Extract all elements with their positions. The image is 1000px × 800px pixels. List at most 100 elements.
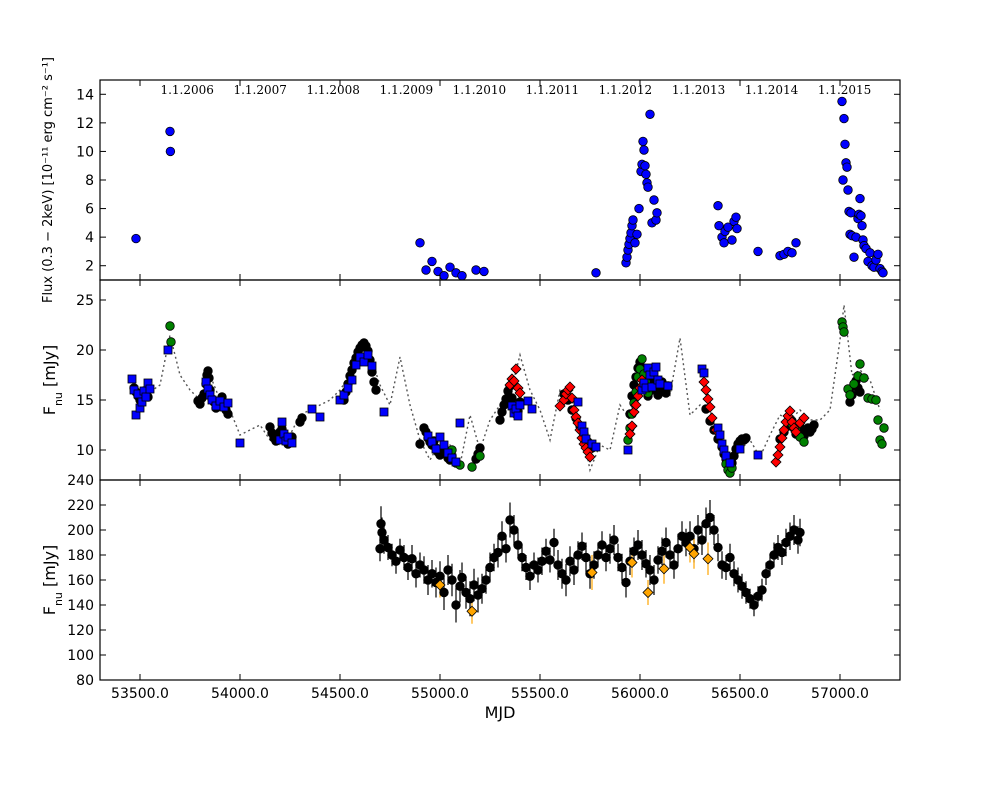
- data-point: [640, 161, 650, 171]
- data-point: [297, 413, 307, 423]
- data-point: [877, 439, 887, 449]
- data-point: [704, 401, 716, 413]
- data-point: [235, 438, 245, 448]
- data-point: [776, 432, 788, 444]
- date-label: 1.1.2015: [818, 83, 871, 97]
- data-point: [584, 451, 596, 463]
- y-tick-label: 140: [67, 598, 94, 614]
- data-point: [731, 212, 741, 222]
- date-label: 1.1.2013: [672, 83, 725, 97]
- data-point: [431, 444, 441, 454]
- data-point: [513, 411, 523, 421]
- data-point: [485, 562, 495, 573]
- data-point: [688, 548, 700, 560]
- data-point: [509, 525, 519, 535]
- data-point: [495, 415, 505, 425]
- optical-flux-marks: [127, 317, 889, 478]
- data-point: [845, 390, 855, 400]
- data-point: [809, 420, 819, 430]
- data-point: [855, 359, 865, 369]
- y-tick-label: 20: [76, 343, 94, 359]
- y-tick-label: 2: [85, 259, 94, 275]
- data-point: [508, 375, 520, 387]
- data-point: [581, 434, 591, 444]
- data-point: [772, 449, 784, 461]
- data-point: [523, 396, 533, 406]
- y-tick-label: 10: [76, 144, 94, 160]
- data-point: [477, 584, 487, 594]
- data-point: [673, 544, 683, 554]
- data-point: [475, 451, 485, 461]
- data-point: [837, 96, 847, 107]
- data-point: [787, 248, 797, 258]
- data-point: [525, 571, 535, 581]
- y-tick-label: 240: [67, 473, 94, 489]
- data-point: [376, 519, 386, 529]
- y-tick-label: 220: [67, 498, 94, 514]
- data-point: [447, 575, 457, 585]
- data-point: [723, 222, 733, 232]
- y-tick-label: 160: [67, 573, 94, 589]
- date-label: 1.1.2012: [599, 83, 652, 97]
- data-point: [753, 246, 763, 257]
- xray-flux-ticks: 2 4 6 8 10 12 14: [76, 80, 900, 280]
- xray-flux-axes-frame: [99, 79, 901, 281]
- data-point: [857, 221, 867, 231]
- data-point: [411, 569, 421, 579]
- data-point: [791, 238, 801, 248]
- data-point: [537, 556, 547, 566]
- data-point: [315, 412, 325, 422]
- data-point: [706, 412, 718, 424]
- data-point: [621, 577, 631, 588]
- data-point: [649, 575, 659, 585]
- y-tick-label: 100: [67, 648, 94, 664]
- data-point: [642, 586, 654, 599]
- data-point: [878, 268, 888, 278]
- optical-flux-y-axis-label: Fnu [mJy]: [40, 345, 65, 416]
- data-point: [645, 109, 655, 119]
- x-tick-label: 54000.0: [211, 686, 269, 702]
- data-point: [597, 540, 607, 550]
- data-point: [131, 233, 141, 244]
- data-point: [514, 387, 526, 399]
- data-point: [713, 542, 723, 553]
- y-tick-label: 180: [67, 548, 94, 564]
- data-point: [655, 379, 665, 389]
- data-point: [457, 271, 467, 281]
- data-point: [573, 550, 583, 560]
- radio-flux-ticks: 80 100 120 140 160 180 200 220 240 53500.0 54000.0…: [67, 473, 900, 702]
- data-point: [145, 384, 155, 394]
- data-point: [699, 368, 709, 378]
- data-point: [630, 399, 642, 411]
- data-point: [421, 265, 431, 275]
- date-labels: 1.1.2006 1.1.2007 1.1.2008 1.1.2009 1.1.2010…: [160, 83, 871, 97]
- data-point: [375, 544, 385, 554]
- data-point: [395, 545, 405, 555]
- x-tick-label: 55000.0: [411, 686, 469, 702]
- data-point: [497, 531, 507, 541]
- data-point: [637, 550, 647, 560]
- data-point: [564, 381, 576, 393]
- data-point: [481, 575, 491, 585]
- data-point: [855, 387, 865, 397]
- y-tick-label: 8: [85, 173, 94, 189]
- data-point: [455, 418, 465, 428]
- data-point: [141, 392, 151, 402]
- data-point: [709, 525, 719, 535]
- data-point: [351, 360, 361, 370]
- data-point: [407, 554, 417, 564]
- data-point: [457, 572, 467, 583]
- data-point: [439, 271, 449, 281]
- data-point: [565, 556, 575, 566]
- data-point: [628, 215, 638, 225]
- y-tick-label: 14: [76, 87, 94, 103]
- data-point: [166, 337, 176, 347]
- data-point: [391, 556, 401, 566]
- data-point: [419, 565, 429, 575]
- data-point: [467, 462, 477, 472]
- data-point: [435, 571, 445, 581]
- data-point: [658, 563, 670, 575]
- data-point: [749, 600, 759, 610]
